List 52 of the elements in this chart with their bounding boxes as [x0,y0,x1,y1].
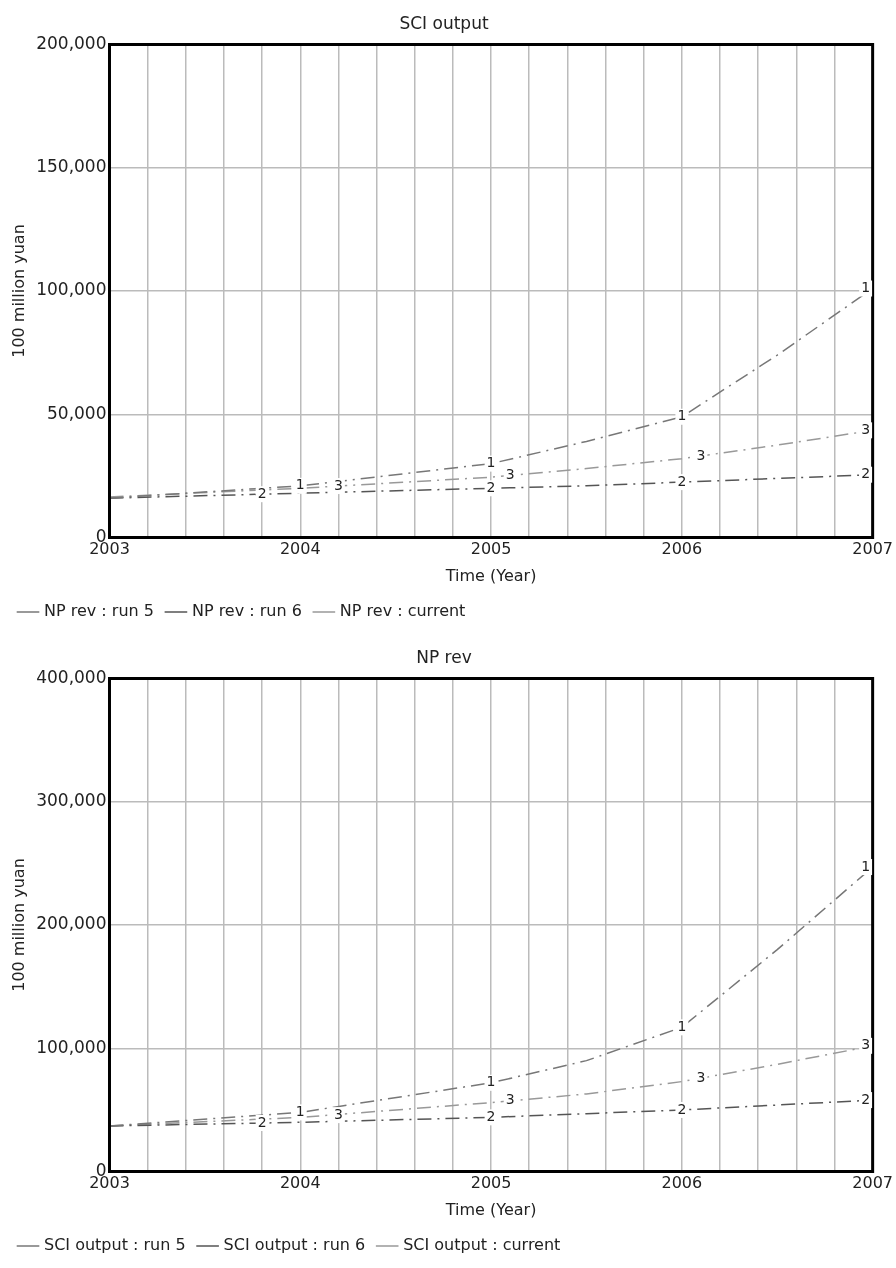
annotation: 3 [333,476,343,493]
annotation: 3 [696,446,706,463]
annotation: 1 [295,476,305,493]
y-tick-label: 50,000 [47,402,107,423]
y-tick-label: 200,000 [36,32,107,53]
x-tick-label: 2007 [852,539,893,559]
annotation: 1 [861,279,871,296]
annotation: 1 [486,1073,496,1090]
annotation: 3 [696,1068,706,1085]
legend-label: SCI output : run 6 [223,1235,366,1255]
y-tick-label: 150,000 [36,156,107,177]
legend-label: NP rev : current [339,601,466,621]
y-axis-title: 100 million yuan [8,858,28,992]
annotation: 3 [505,466,515,483]
y-axis-title: 100 million yuan [8,224,28,358]
chart-title: NP rev [416,646,472,667]
x-tick-label: 2006 [661,539,703,559]
annotation: 1 [677,1017,687,1034]
y-tick-label: 400,000 [36,666,107,687]
annotation: 1 [861,857,871,874]
x-tick-label: 2004 [279,539,321,559]
legend-label: NP rev : run 5 [44,601,154,621]
y-tick-label: 100,000 [36,279,107,300]
x-tick-label: 2005 [470,539,512,559]
annotation: 1 [486,454,496,471]
annotation: 2 [861,465,871,482]
x-tick-label: 2007 [852,1173,893,1193]
annotation: 1 [677,407,687,424]
chart-title: SCI output [399,12,489,33]
y-tick-label: 200,000 [36,913,107,934]
annotation: 2 [861,1090,871,1107]
annotation: 3 [333,1105,343,1122]
legend-label: SCI output : current [403,1235,561,1255]
annotation: 3 [861,1036,871,1053]
x-tick-label: 2005 [470,1173,512,1193]
annotation: 2 [257,1113,267,1130]
y-tick-label: 100,000 [36,1036,107,1057]
annotation: 3 [505,1091,515,1108]
legend-label: SCI output : run 5 [44,1235,186,1255]
annotation: 1 [295,1103,305,1120]
x-tick-label: 2006 [661,1173,703,1193]
y-tick-label: 300,000 [36,790,107,811]
legend-label: NP rev : run 6 [191,601,302,621]
x-tick-label: 2004 [279,1173,321,1193]
annotation: 2 [257,484,267,501]
annotation: 3 [861,420,871,437]
x-axis-title: Time (Year) [444,1199,537,1219]
annotation: 2 [677,1100,687,1117]
annotation: 2 [486,478,496,495]
annotation: 2 [677,472,687,489]
annotation: 2 [486,1107,496,1124]
x-axis-title: Time (Year) [444,565,537,585]
